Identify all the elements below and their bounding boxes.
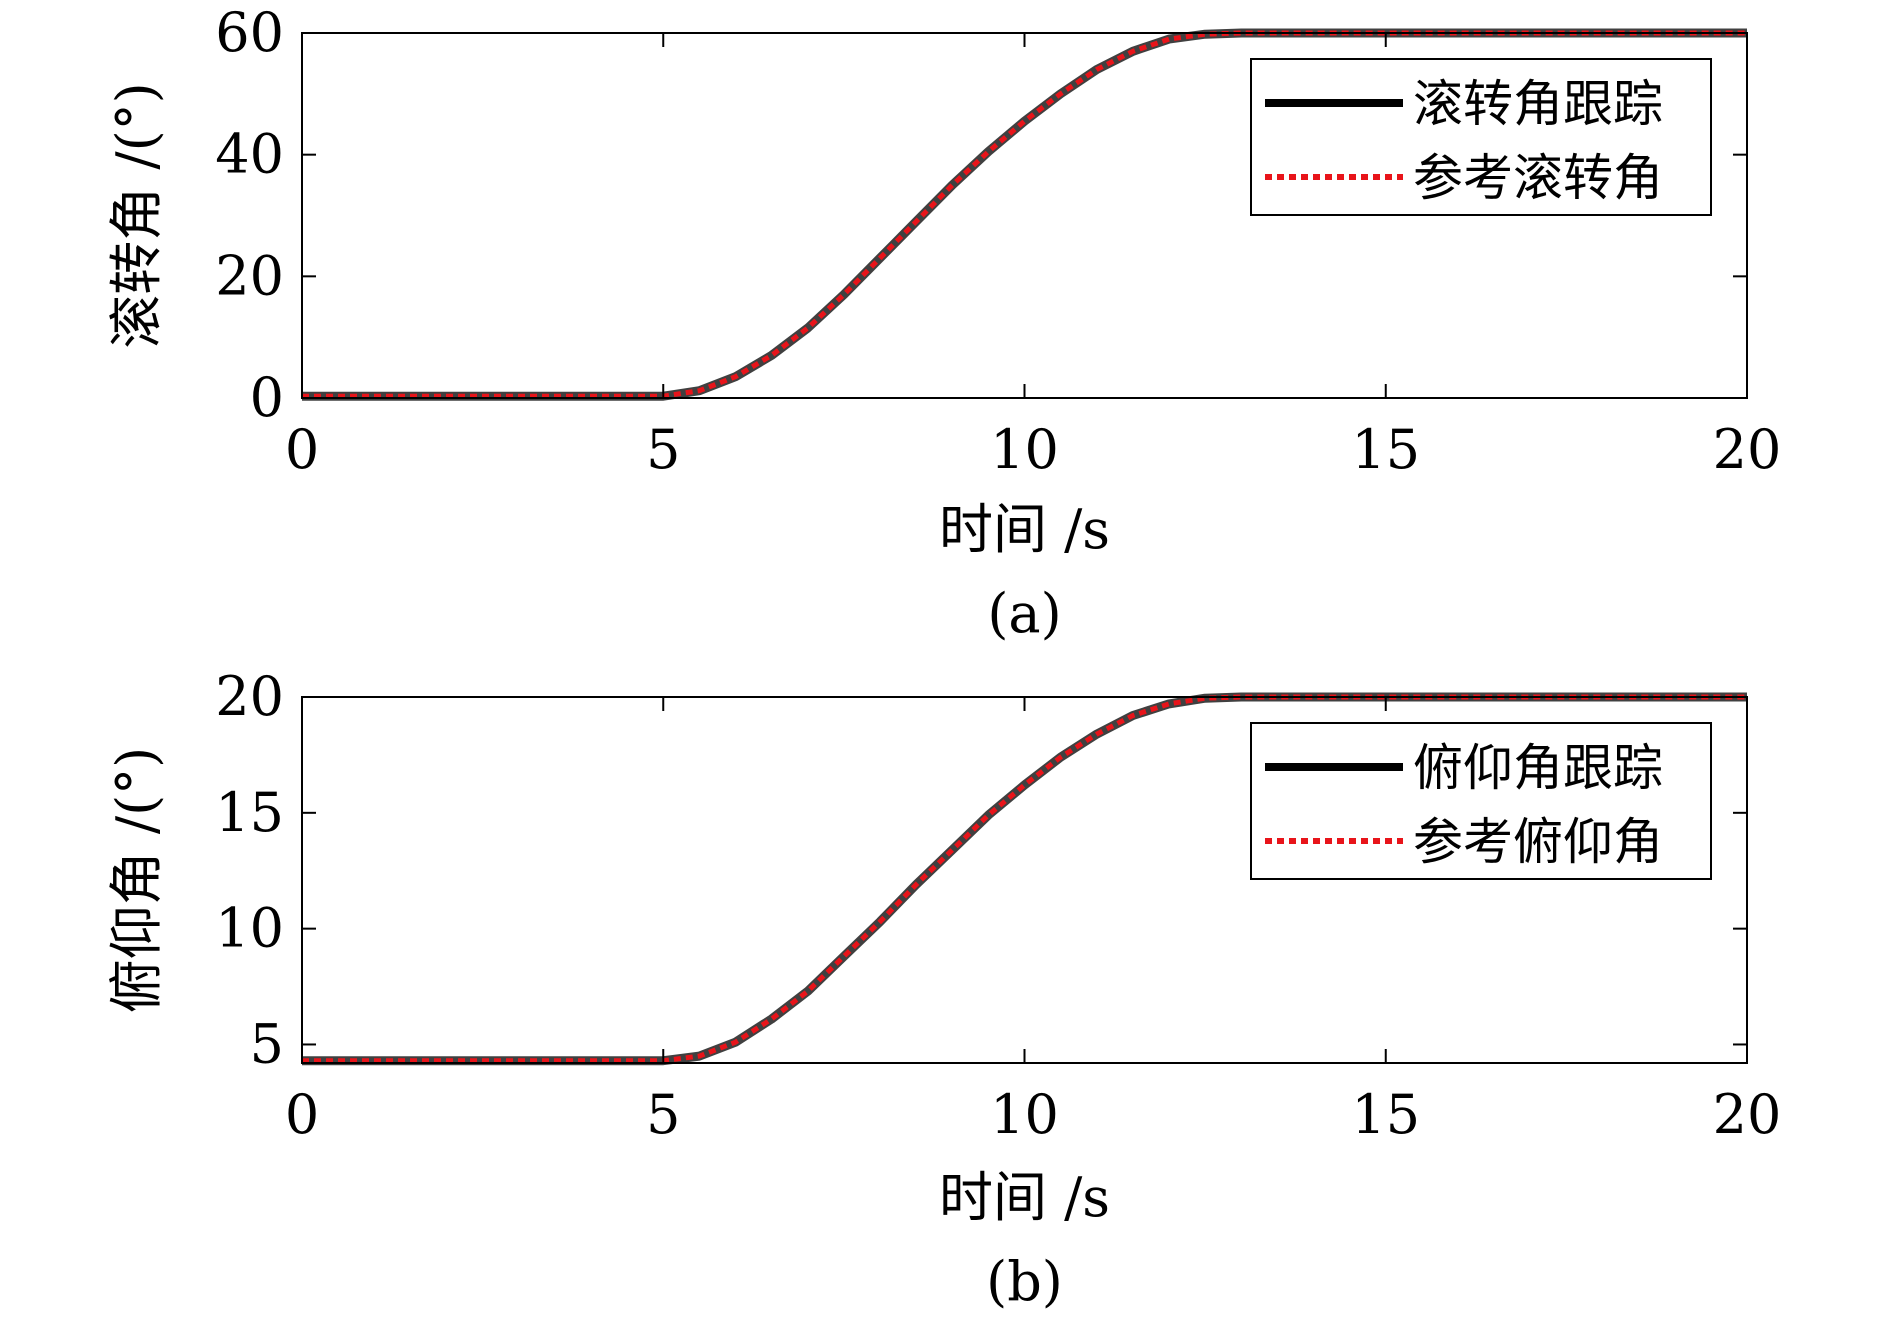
y-axis-label: 俯仰角 /(°) [105, 747, 168, 1014]
y-tick-label: 0 [250, 366, 284, 429]
x-tick-label: 20 [1713, 418, 1782, 481]
series-line-1 [302, 694, 1747, 1064]
x-tick-label: 10 [990, 418, 1059, 481]
y-tick-label: 5 [250, 1012, 284, 1075]
panel-caption: (a) [987, 582, 1061, 645]
x-axis-label: 时间 /s [939, 498, 1110, 561]
legend-label-1: 参考俯仰角 [1413, 813, 1663, 871]
legend-box [1250, 58, 1712, 216]
y-tick-label: 40 [215, 123, 284, 186]
x-tick-label: 0 [285, 1083, 319, 1146]
x-tick-label: 10 [990, 1083, 1059, 1146]
x-tick-label: 15 [1351, 418, 1420, 481]
y-tick-label: 15 [215, 781, 284, 844]
x-tick-label: 20 [1713, 1083, 1782, 1146]
x-axis-label: 时间 /s [939, 1166, 1110, 1229]
series-group [302, 28, 1747, 401]
y-tick-label: 10 [215, 897, 284, 960]
legend-label-0: 滚转角跟踪 [1413, 75, 1663, 133]
x-tick-label: 0 [285, 418, 319, 481]
legend-label-0: 俯仰角跟踪 [1413, 739, 1663, 797]
legend-box [1250, 722, 1712, 880]
x-tick-label: 5 [646, 1083, 680, 1146]
legend-label-1: 参考滚转角 [1413, 149, 1663, 207]
y-tick-label: 20 [215, 665, 284, 728]
panel-a: 0 5 10 15 20 0 20 40 60 时间 /s 滚转角 /(°) (a) 滚转角跟踪参考滚转… [105, 1, 1781, 645]
y-tick-label: 20 [215, 244, 284, 307]
y-tick-label: 60 [215, 1, 284, 64]
x-tick-label: 5 [646, 418, 680, 481]
panel-caption: (b) [986, 1250, 1063, 1313]
y-axis-label: 滚转角 /(°) [105, 82, 168, 349]
x-tick-label: 15 [1351, 1083, 1420, 1146]
series-line-1 [302, 30, 1747, 399]
series-group [302, 692, 1747, 1066]
